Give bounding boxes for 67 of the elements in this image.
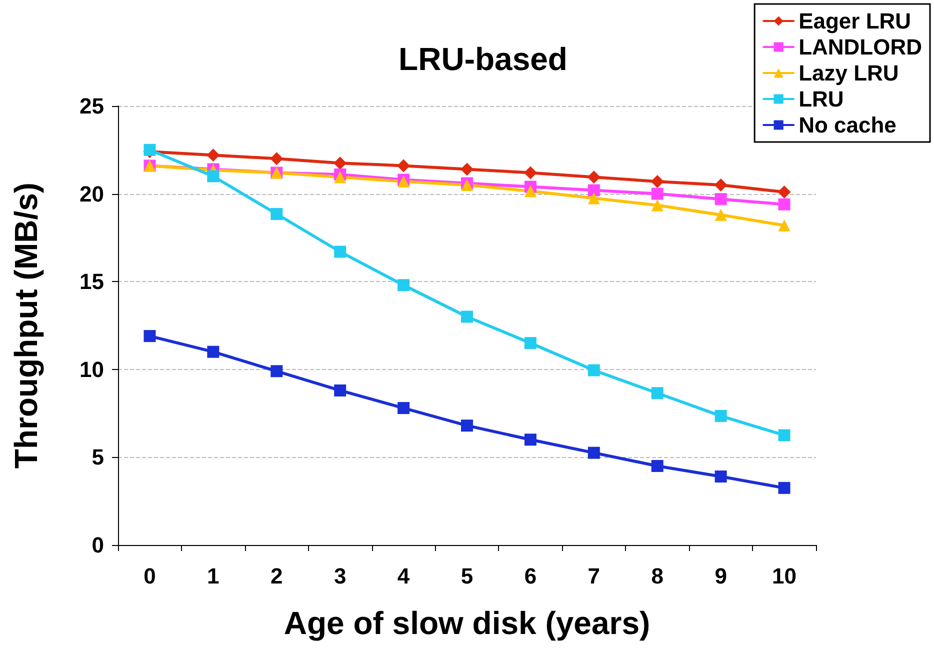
point bbox=[714, 193, 727, 206]
x-tick-label: 5 bbox=[460, 564, 474, 588]
point bbox=[588, 446, 600, 459]
x-tick-label: 3 bbox=[334, 564, 346, 588]
point bbox=[270, 152, 284, 166]
x-tick-label: 8 bbox=[651, 564, 664, 588]
point bbox=[714, 410, 727, 422]
point bbox=[650, 175, 664, 188]
point bbox=[270, 208, 283, 220]
point bbox=[207, 346, 220, 358]
y-tick-label: 0 bbox=[92, 532, 104, 558]
point bbox=[778, 429, 790, 442]
x-tick-label: 1 bbox=[207, 564, 220, 588]
point bbox=[144, 144, 156, 156]
legend-label: Lazy LRU bbox=[798, 60, 899, 86]
y-tick-label: 15 bbox=[80, 269, 104, 294]
x-tick-label: 6 bbox=[524, 564, 537, 588]
point bbox=[334, 246, 346, 258]
x-tick-label: 9 bbox=[714, 564, 727, 588]
point bbox=[778, 219, 790, 232]
point bbox=[524, 185, 536, 198]
x-tick-label: 10 bbox=[772, 564, 797, 588]
legend-label: No cache bbox=[798, 112, 896, 138]
point bbox=[778, 482, 790, 494]
point bbox=[524, 337, 536, 350]
point bbox=[651, 188, 664, 200]
point bbox=[270, 365, 283, 378]
y-axis-title: Throughput (MB/s) bbox=[8, 182, 44, 469]
x-tick-label: 7 bbox=[588, 564, 600, 588]
point bbox=[524, 166, 537, 180]
x-tick-label: 2 bbox=[270, 564, 283, 588]
point bbox=[398, 402, 410, 414]
y-tick-label: 25 bbox=[80, 94, 104, 118]
point bbox=[461, 310, 473, 323]
point bbox=[588, 192, 600, 204]
x-tick-label: 0 bbox=[144, 564, 156, 588]
point bbox=[714, 470, 727, 483]
point bbox=[207, 170, 220, 182]
point bbox=[144, 330, 156, 342]
y-tick-label: 20 bbox=[80, 181, 104, 206]
point bbox=[651, 387, 664, 400]
point bbox=[651, 199, 664, 212]
chart-title: LRU-based bbox=[398, 41, 568, 77]
x-axis-title: Age of slow disk (years) bbox=[284, 605, 650, 641]
point bbox=[461, 420, 473, 432]
point bbox=[398, 279, 410, 292]
point bbox=[714, 178, 728, 192]
point bbox=[524, 434, 536, 446]
point bbox=[334, 384, 346, 396]
point bbox=[651, 460, 664, 472]
point bbox=[397, 159, 410, 172]
y-tick-label: 5 bbox=[92, 444, 104, 470]
point bbox=[588, 364, 600, 376]
y-tick-label: 10 bbox=[80, 356, 104, 382]
legend-label: LRU bbox=[798, 86, 844, 112]
x-tick-label: 4 bbox=[397, 564, 410, 588]
point bbox=[334, 171, 346, 184]
point bbox=[588, 184, 600, 196]
point bbox=[460, 162, 474, 176]
point bbox=[206, 148, 220, 162]
legend-label: Eager LRU bbox=[798, 8, 912, 34]
point bbox=[334, 156, 347, 170]
legend-label: LANDLORD bbox=[798, 34, 922, 60]
point bbox=[778, 186, 791, 199]
point bbox=[778, 198, 790, 210]
point bbox=[587, 170, 600, 184]
point bbox=[714, 208, 727, 221]
